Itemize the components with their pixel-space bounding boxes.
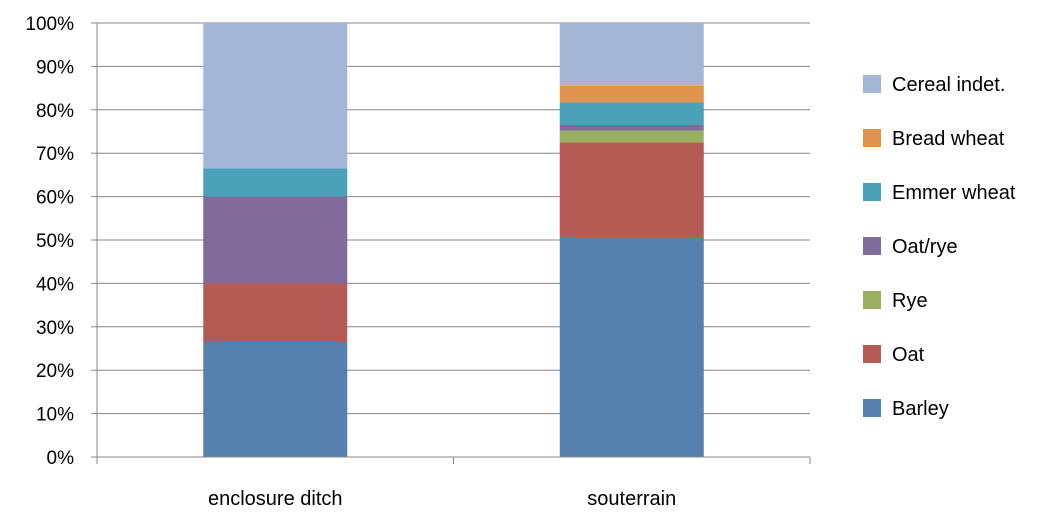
legend-swatch bbox=[863, 129, 881, 147]
legend-label: Rye bbox=[892, 290, 928, 312]
legend-swatch bbox=[863, 183, 881, 201]
bar-segment-emmer-wheat-enclosure-ditch bbox=[203, 168, 348, 197]
bar-segment-oat-enclosure-ditch bbox=[203, 283, 348, 342]
bar-segment-bread-wheat-souterrain bbox=[559, 85, 704, 103]
x-category-label: souterrain bbox=[587, 488, 676, 510]
bar-segment-cereal-indet-enclosure-ditch bbox=[203, 23, 348, 169]
bar-segment-emmer-wheat-souterrain bbox=[559, 102, 704, 125]
bar-segment-barley-souterrain bbox=[559, 236, 704, 457]
legend-swatch bbox=[863, 75, 881, 93]
legend-swatch bbox=[863, 345, 881, 363]
y-tick-label: 60% bbox=[36, 188, 74, 209]
y-tick-label: 10% bbox=[36, 405, 74, 426]
legend-label: Oat/rye bbox=[892, 236, 958, 258]
y-tick-label: 90% bbox=[36, 57, 74, 78]
legend-label: Bread wheat bbox=[892, 128, 1005, 150]
bar-segment-oat-rye-enclosure-ditch bbox=[203, 196, 348, 284]
legend: Cereal indet. Bread wheat Emmer wheat Oat/r… bbox=[863, 74, 1016, 420]
legend-label: Emmer wheat bbox=[892, 182, 1016, 204]
bar-segment-rye-souterrain bbox=[559, 130, 704, 143]
y-tick-label: 80% bbox=[36, 101, 74, 122]
x-category-label: enclosure ditch bbox=[208, 488, 343, 510]
legend-label: Barley bbox=[892, 398, 949, 420]
bar-segment-oat-souterrain bbox=[559, 142, 704, 237]
legend-swatch bbox=[863, 237, 881, 255]
y-tick-label: 100% bbox=[25, 14, 74, 35]
y-tick-label: 30% bbox=[36, 318, 74, 339]
y-tick-label: 50% bbox=[36, 231, 74, 252]
legend-swatch bbox=[863, 399, 881, 417]
y-tick-label: 40% bbox=[36, 274, 74, 295]
y-tick-label: 0% bbox=[47, 448, 75, 469]
x-axis-category-labels: enclosure ditch souterrain bbox=[208, 488, 676, 510]
bar-segment-oat-rye-souterrain bbox=[559, 124, 704, 131]
legend-label: Oat bbox=[892, 344, 925, 366]
y-axis-tick-labels: 0% 10% 20% 30% 40% 50% 60% 70% 80% 90% 100% bbox=[25, 14, 74, 469]
legend-label: Cereal indet. bbox=[892, 74, 1005, 96]
axes bbox=[91, 22, 811, 464]
bar-segment-barley-enclosure-ditch bbox=[203, 341, 348, 457]
bar-segment-cereal-indet-souterrain bbox=[559, 23, 704, 86]
bars bbox=[203, 23, 704, 457]
legend-swatch bbox=[863, 291, 881, 309]
y-tick-label: 70% bbox=[36, 144, 74, 165]
y-tick-label: 20% bbox=[36, 361, 74, 382]
